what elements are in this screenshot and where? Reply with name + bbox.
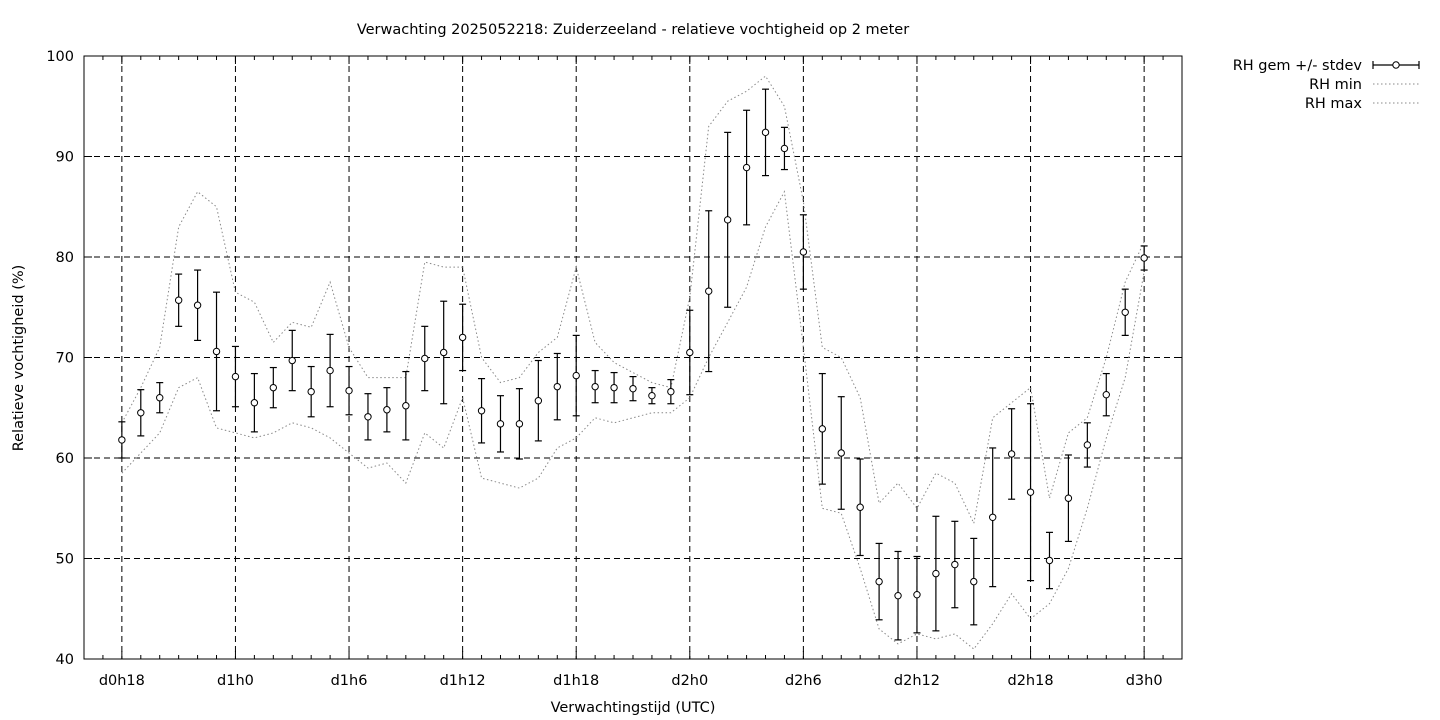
mean-point <box>932 569 940 578</box>
series-rh-max <box>121 75 1145 525</box>
mean-point <box>288 356 296 365</box>
mean-point <box>212 347 221 356</box>
mean-point <box>137 409 145 417</box>
legend-label: RH max <box>1305 96 1363 112</box>
mean-point <box>761 128 770 137</box>
mean-point <box>780 144 789 153</box>
mean-point <box>364 413 372 421</box>
mean-point <box>118 436 126 444</box>
mean-point <box>269 383 278 392</box>
legend-label: RH gem +/- stdev <box>1233 58 1363 74</box>
mean-point <box>988 513 997 521</box>
mean-point <box>667 387 675 396</box>
series-rh-min <box>121 190 1145 650</box>
series-rh-mean <box>118 88 1148 641</box>
y-axis: 40 50 60 70 80 90 100 <box>46 49 1182 668</box>
x-tick-label: d1h12 <box>440 673 486 689</box>
legend-mean-marker <box>1392 61 1400 69</box>
y-tick-label: 50 <box>56 552 74 568</box>
mean-point <box>951 560 959 569</box>
y-tick-label: 100 <box>46 49 74 65</box>
mean-point <box>553 382 561 391</box>
y-tick-label: 90 <box>56 150 74 166</box>
x-tick-label: d2h6 <box>785 673 822 689</box>
mean-point <box>629 384 637 393</box>
mean-point <box>572 371 580 380</box>
mean-point <box>515 420 524 428</box>
mean-point <box>477 407 486 415</box>
mean-point <box>970 577 978 586</box>
mean-point <box>193 301 202 309</box>
mean-point <box>383 406 391 414</box>
x-tick-label: d1h18 <box>553 673 599 689</box>
mean-point <box>174 296 183 304</box>
mean-point <box>686 348 694 357</box>
x-axis-label: Verwachtingstijd (UTC) <box>551 700 716 716</box>
mean-point <box>799 248 808 256</box>
mean-point <box>856 503 864 511</box>
mean-point <box>818 425 827 433</box>
mean-point <box>894 591 902 600</box>
mean-point <box>250 399 259 407</box>
rh-max-line <box>121 75 1145 525</box>
mean-point <box>402 402 410 410</box>
mean-point <box>1121 308 1129 316</box>
mean-point <box>648 391 656 400</box>
grid <box>84 56 1182 659</box>
rh-min-line <box>121 190 1145 650</box>
mean-point <box>705 287 713 295</box>
mean-point <box>458 333 467 342</box>
mean-point <box>723 216 732 224</box>
chart-title: Verwachting 2025052218: Zuiderzeeland - … <box>357 22 909 38</box>
mean-point <box>591 382 599 391</box>
mean-point <box>496 420 505 428</box>
mean-point <box>345 386 353 395</box>
x-tick-label: d1h0 <box>217 673 254 689</box>
mean-point <box>534 397 543 405</box>
mean-point <box>1083 441 1092 449</box>
mean-point <box>1140 254 1148 262</box>
mean-point <box>156 394 164 402</box>
x-tick-label: d3h0 <box>1126 673 1163 689</box>
legend: RH gem +/- stdev RH min RH max <box>1233 58 1420 112</box>
mean-point <box>1007 450 1016 458</box>
mean-point <box>742 163 751 172</box>
x-tick-label: d2h18 <box>1008 673 1054 689</box>
mean-point <box>326 366 334 375</box>
mean-point <box>1102 390 1110 399</box>
x-tick-label: d2h0 <box>671 673 708 689</box>
mean-point <box>1064 494 1073 502</box>
mean-point <box>1026 488 1035 496</box>
mean-point <box>307 387 315 396</box>
legend-label: RH min <box>1309 77 1362 93</box>
y-tick-label: 80 <box>56 250 74 266</box>
x-tick-label: d1h6 <box>331 673 368 689</box>
mean-point <box>875 577 883 586</box>
y-tick-label: 60 <box>56 451 74 467</box>
x-tick-label: d0h18 <box>99 673 145 689</box>
y-tick-label: 40 <box>56 652 74 668</box>
mean-point <box>610 383 618 392</box>
mean-point <box>439 348 448 357</box>
mean-point <box>421 354 429 363</box>
mean-point <box>837 449 845 457</box>
mean-point <box>231 372 240 381</box>
x-tick-label: d2h12 <box>894 673 940 689</box>
x-axis: d0h18 d1h0 d1h6 d1h12 d1h18 d2h0 d2h6 d2h12 d2h1… <box>83 56 1183 689</box>
mean-point <box>1045 556 1054 565</box>
y-tick-label: 70 <box>56 351 74 367</box>
y-axis-label: Relatieve vochtigheid (%) <box>11 265 27 452</box>
mean-point <box>913 590 921 599</box>
